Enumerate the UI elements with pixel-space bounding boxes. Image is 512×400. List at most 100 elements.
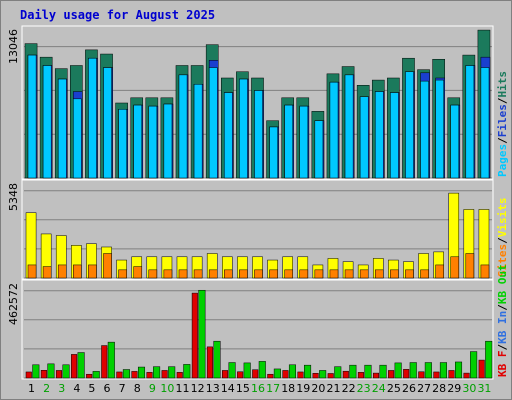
legend-item-sites: Sites bbox=[496, 244, 509, 277]
bar-pages-day-27 bbox=[420, 80, 429, 179]
legend-separator: / bbox=[496, 97, 509, 104]
x-tick-label-day-12: 12 bbox=[191, 382, 205, 395]
bar-pages-day-20 bbox=[314, 120, 324, 179]
bar-pages-day-10 bbox=[163, 103, 173, 179]
bar-pages-day-1 bbox=[27, 54, 37, 179]
legend-separator: / bbox=[496, 304, 509, 311]
bar-pages-day-13 bbox=[208, 67, 218, 179]
x-tick-label-day-13: 13 bbox=[206, 382, 220, 395]
x-tick-label-day-3: 3 bbox=[58, 382, 65, 395]
bar-sites-day-22 bbox=[344, 269, 354, 279]
bar-pages-day-17 bbox=[269, 126, 278, 179]
legend-separator: / bbox=[496, 137, 509, 144]
legend-item-visits: Visits bbox=[496, 198, 509, 238]
bar-kbf-day-13 bbox=[206, 346, 213, 379]
bar-kbout-day-18 bbox=[288, 364, 296, 379]
bar-sites-day-14 bbox=[224, 269, 233, 279]
legend-item-files: Files bbox=[496, 104, 509, 137]
bar-sites-day-5 bbox=[88, 264, 97, 279]
bar-kbf-day-9 bbox=[146, 372, 153, 379]
bar-pages-day-3 bbox=[57, 78, 67, 179]
bar-pages-day-25 bbox=[390, 92, 399, 179]
bar-kbf-day-22 bbox=[342, 370, 349, 379]
bar-sites-day-4 bbox=[73, 264, 82, 279]
bar-pages-day-12 bbox=[193, 83, 203, 179]
legend-top: Pages/Files/Hits bbox=[496, 71, 509, 177]
x-tick-label-day-29: 29 bbox=[447, 382, 461, 395]
bar-pages-day-29 bbox=[450, 104, 460, 179]
legend-separator: / bbox=[496, 344, 509, 351]
bar-kbout-day-1 bbox=[32, 364, 40, 379]
chart-title: Daily usage for August 2025 bbox=[20, 8, 215, 22]
scale-label-top: 13046 bbox=[7, 29, 20, 64]
panel-border-top bbox=[21, 25, 494, 180]
x-tick-label-day-23: 23 bbox=[357, 382, 371, 395]
x-tick-label-day-18: 18 bbox=[281, 382, 295, 395]
bar-pages-day-11 bbox=[178, 74, 188, 179]
bar-kbout-day-25 bbox=[394, 362, 402, 379]
bar-pages-day-31 bbox=[480, 67, 490, 179]
bar-kbout-day-21 bbox=[334, 366, 342, 379]
x-tick-label-day-15: 15 bbox=[236, 382, 250, 395]
bar-pages-day-16 bbox=[254, 90, 263, 179]
bar-kbf-day-30 bbox=[463, 372, 470, 379]
bar-kbf-day-24 bbox=[372, 372, 380, 379]
bar-kbf-day-18 bbox=[282, 370, 289, 379]
bar-pages-day-24 bbox=[374, 91, 384, 179]
bar-kbout-day-6 bbox=[107, 341, 115, 379]
bar-kbout-day-24 bbox=[379, 364, 387, 379]
panel-border-bottom bbox=[21, 279, 494, 380]
bar-kbout-day-27 bbox=[424, 362, 432, 379]
legend-separator: / bbox=[496, 237, 509, 244]
bar-kbf-day-1 bbox=[25, 371, 32, 379]
x-tick-label-day-31: 31 bbox=[477, 382, 491, 395]
x-tick-label-day-20: 20 bbox=[311, 382, 325, 395]
bar-kbout-day-28 bbox=[439, 362, 447, 379]
legend-item-kb-in: KB In bbox=[496, 311, 509, 344]
panel-border-middle bbox=[21, 179, 494, 280]
bar-kbf-day-10 bbox=[161, 370, 168, 379]
bar-kbf-day-3 bbox=[55, 370, 62, 379]
bar-kbf-day-11 bbox=[176, 372, 183, 379]
bar-sites-day-31 bbox=[480, 264, 490, 279]
x-tick-label-day-5: 5 bbox=[88, 382, 95, 395]
bar-sites-day-17 bbox=[269, 269, 278, 279]
x-tick-label-day-24: 24 bbox=[372, 382, 386, 395]
bar-pages-day-14 bbox=[224, 92, 233, 179]
bar-kbout-day-19 bbox=[304, 364, 312, 379]
bar-kbout-day-13 bbox=[213, 340, 221, 379]
bar-pages-day-9 bbox=[148, 105, 158, 179]
x-tick-label-day-4: 4 bbox=[73, 382, 80, 395]
legend-item-hits: Hits bbox=[496, 71, 509, 98]
bar-pages-day-23 bbox=[359, 96, 369, 179]
bar-sites-day-2 bbox=[42, 266, 52, 279]
bar-kbout-day-23 bbox=[364, 364, 372, 379]
bar-kbf-day-4 bbox=[71, 354, 78, 379]
bar-kbf-day-15 bbox=[237, 371, 244, 379]
x-tick-label-day-11: 11 bbox=[176, 382, 190, 395]
bar-sites-day-23 bbox=[359, 269, 369, 279]
bar-kbout-day-7 bbox=[122, 369, 130, 379]
bar-sites-day-1 bbox=[27, 264, 37, 279]
legend-item-kb-out: KB Out bbox=[496, 264, 509, 304]
x-tick-label-day-17: 17 bbox=[266, 382, 280, 395]
bar-pages-day-15 bbox=[239, 78, 248, 179]
bar-pages-day-2 bbox=[42, 65, 52, 179]
bar-kbf-day-26 bbox=[403, 369, 410, 379]
legend-middle: Sites/Visits bbox=[496, 198, 509, 278]
bar-kbout-day-16 bbox=[258, 361, 266, 379]
bar-kbf-day-8 bbox=[131, 371, 138, 379]
bar-sites-day-21 bbox=[329, 269, 339, 279]
bar-pages-day-21 bbox=[329, 81, 339, 179]
bar-pages-day-6 bbox=[103, 67, 112, 179]
bar-kbf-day-6 bbox=[101, 345, 108, 379]
bar-kbf-day-14 bbox=[222, 370, 229, 379]
bar-kbout-day-15 bbox=[243, 362, 251, 379]
bar-sites-day-26 bbox=[405, 269, 414, 279]
x-tick-label-day-7: 7 bbox=[119, 382, 126, 395]
bar-sites-day-20 bbox=[314, 269, 324, 279]
bar-sites-day-11 bbox=[178, 269, 188, 279]
x-tick-label-day-14: 14 bbox=[221, 382, 235, 395]
